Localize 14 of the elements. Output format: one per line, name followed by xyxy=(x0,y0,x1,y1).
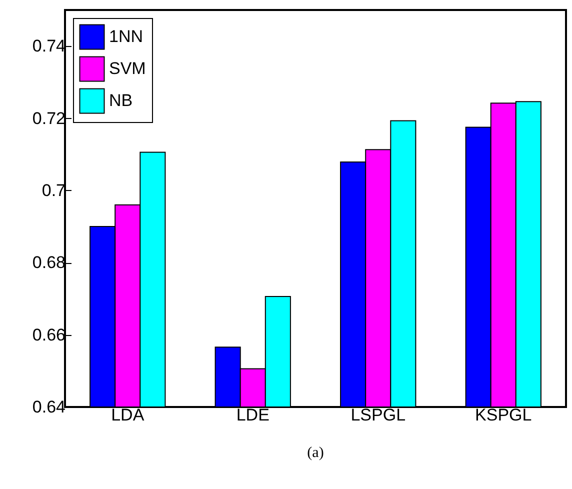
x-tick-label: LSPGL xyxy=(350,406,406,424)
text: (a) xyxy=(307,445,324,461)
legend-label: NB xyxy=(109,91,133,110)
y-tick-label: 0.68 xyxy=(32,253,66,272)
y-tick-label: 0.72 xyxy=(32,108,66,128)
y-tick-label: 0.74 xyxy=(32,36,66,56)
y-tick-label: 0.7 xyxy=(42,180,66,200)
legend-label: SVM xyxy=(109,59,146,78)
x-tick-label: LDA xyxy=(111,406,145,424)
legend-label: 1NN xyxy=(109,27,144,46)
x-tick-label: LDE xyxy=(236,406,270,424)
y-tick-label: 0.66 xyxy=(32,325,66,344)
x-tick-label: KSPGL xyxy=(475,406,532,424)
y-tick-label: 0.64 xyxy=(32,398,66,416)
